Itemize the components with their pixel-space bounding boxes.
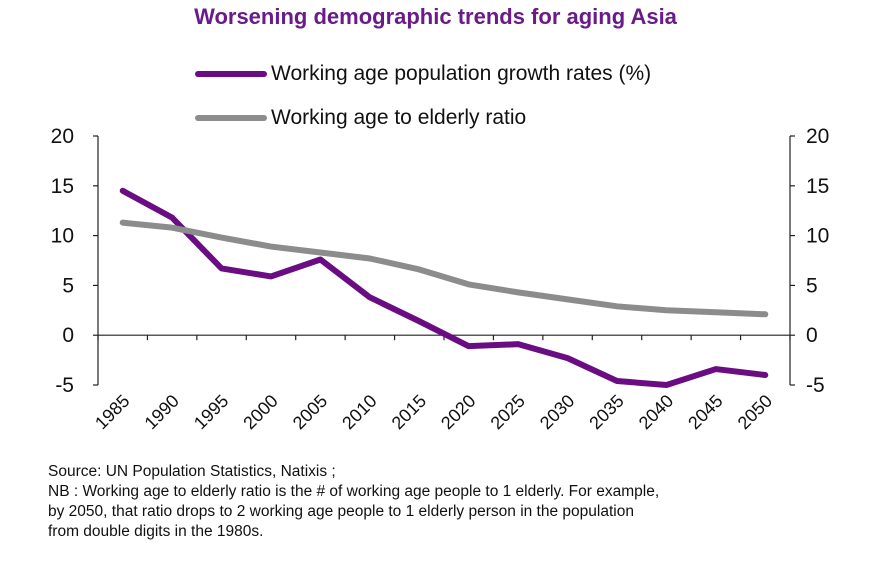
x-tick-label: 2005 [289,391,331,433]
x-tick-label: 2020 [437,391,479,433]
x-tick-label: 2035 [585,391,627,433]
y-tick-label-right: -5 [806,374,825,397]
y-tick-label-right: 20 [806,125,829,148]
y-tick-label-left: 15 [51,175,74,198]
y-tick-label-left: 0 [62,324,74,347]
note-line-4: from double digits in the 1980s. [48,523,264,540]
x-tick-label: 2025 [487,391,529,433]
legend-swatch-growth [195,71,267,77]
x-tick-label: 2050 [734,391,776,433]
x-tick-label: 2040 [635,391,677,433]
legend-item-ratio: Working age to elderly ratio [195,102,651,134]
note-line-3: by 2050, that ratio drops to 2 working a… [48,503,634,520]
x-tick-label: 1995 [190,391,232,433]
chart-title: Worsening demographic trends for aging A… [194,4,677,29]
note-line-1: Source: UN Population Statistics, Natixi… [48,463,336,480]
legend-label-ratio: Working age to elderly ratio [271,106,527,129]
legend-swatch-ratio [195,115,267,121]
x-tick-label: 1985 [91,391,133,433]
y-tick-label-right: 15 [806,175,829,198]
legend-label-growth: Working age population growth rates (%) [271,62,652,85]
series-line-growth [119,187,769,388]
note-line-2: NB : Working age to elderly ratio is the… [48,483,660,500]
source-notes: Source: UN Population Statistics, Natixi… [48,462,659,542]
x-tick-label: 1990 [141,391,183,433]
x-tick-label: 2045 [684,391,726,433]
x-tick-label: 2030 [536,391,578,433]
legend: Working age population growth rates (%) … [195,58,651,146]
x-tick-label: 2015 [388,391,430,433]
y-tick-label-left: 10 [51,225,74,248]
legend-item-growth: Working age population growth rates (%) [195,58,651,90]
x-tick-label: 2000 [239,391,281,433]
y-tick-label-left: 20 [51,125,74,148]
y-tick-label-right: 5 [806,274,818,297]
y-tick-label-right: 0 [806,324,818,347]
y-tick-label-left: -5 [55,374,74,397]
y-tick-label-right: 10 [806,225,829,248]
y-tick-label-left: 5 [62,274,74,297]
x-tick-label: 2010 [338,391,380,433]
series-line-ratio [119,219,769,318]
